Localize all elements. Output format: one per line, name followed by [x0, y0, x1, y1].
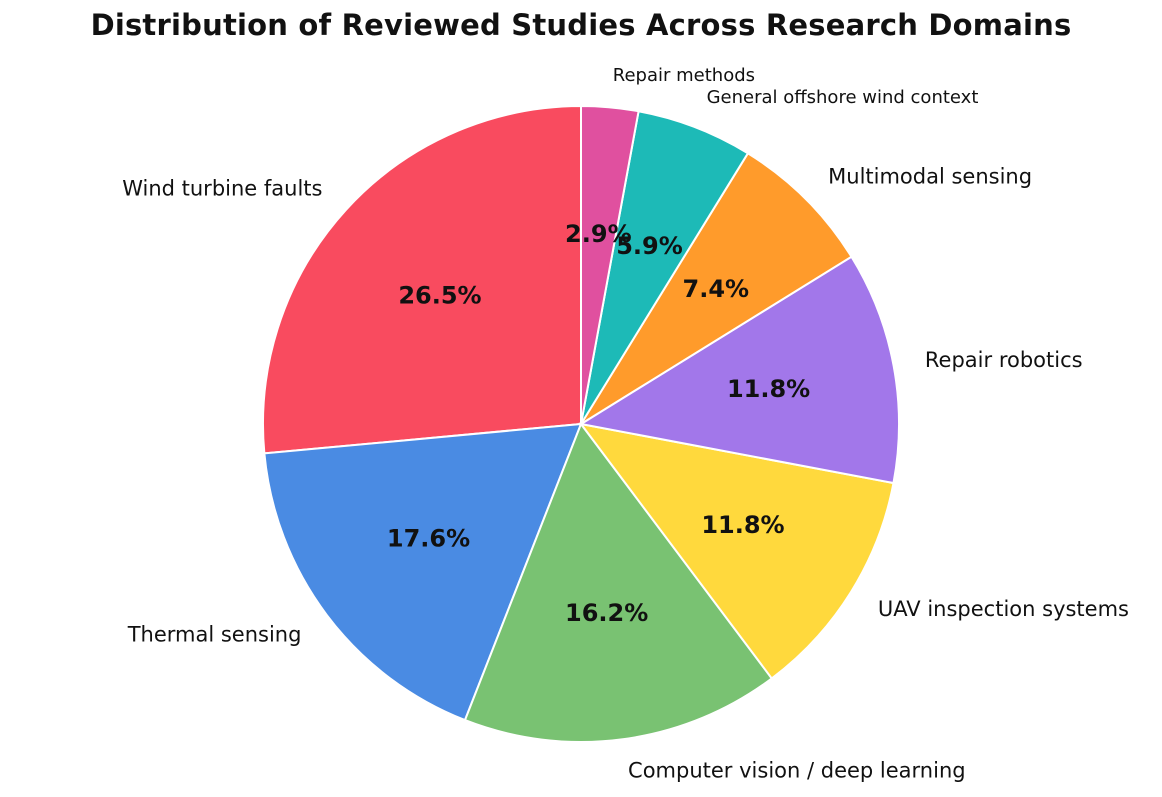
category-label-thermal-sensing: Thermal sensing	[127, 622, 302, 646]
pie-slice-multimodal-sensing	[580, 151, 853, 425]
category-label-multimodal-sensing: Multimodal sensing	[828, 164, 1032, 188]
category-labels: Wind turbine faults Thermal sensing Comput…	[122, 65, 1129, 782]
pie-slice-uav-inspection-systems	[578, 422, 895, 680]
pct-label-multimodal-sensing: 7.4%	[683, 275, 750, 303]
pie-slice-computer-vision-deep-learning	[463, 421, 774, 743]
pie-slice-repair-robotics	[578, 255, 900, 485]
category-label-repair-methods: Repair methods	[613, 65, 755, 86]
category-label-computer-vision-deep-learning: Computer vision / deep learning	[628, 759, 966, 783]
category-label-uav-inspection-systems: UAV inspection systems	[878, 597, 1129, 621]
pie-slice-thermal-sensing	[263, 422, 583, 722]
pie-slices	[261, 104, 900, 743]
pct-label-general-offshore-wind-context: 5.9%	[616, 232, 683, 260]
chart-title: Distribution of Reviewed Studies Across …	[90, 8, 1072, 42]
pct-label-repair-methods: 2.9%	[565, 220, 632, 248]
pct-label-computer-vision-deep-learning: 16.2%	[565, 599, 648, 627]
pct-label-thermal-sensing: 17.6%	[387, 525, 470, 553]
pct-label-uav-inspection-systems: 11.8%	[701, 511, 784, 539]
category-label-repair-robotics: Repair robotics	[925, 348, 1083, 372]
percentage-labels: 26.5% 17.6% 16.2% 11.8% 11.8% 7.4%5.9%2.9%	[387, 220, 810, 627]
pie-slice-repair-methods	[580, 104, 640, 425]
pct-label-wind-turbine-faults: 26.5%	[398, 281, 481, 309]
pie-slice-wind-turbine-faults	[261, 104, 582, 455]
category-label-general-offshore-wind-context: General offshore wind context	[707, 87, 979, 108]
category-label-wind-turbine-faults: Wind turbine faults	[122, 176, 322, 200]
pct-label-repair-robotics: 11.8%	[727, 375, 810, 403]
